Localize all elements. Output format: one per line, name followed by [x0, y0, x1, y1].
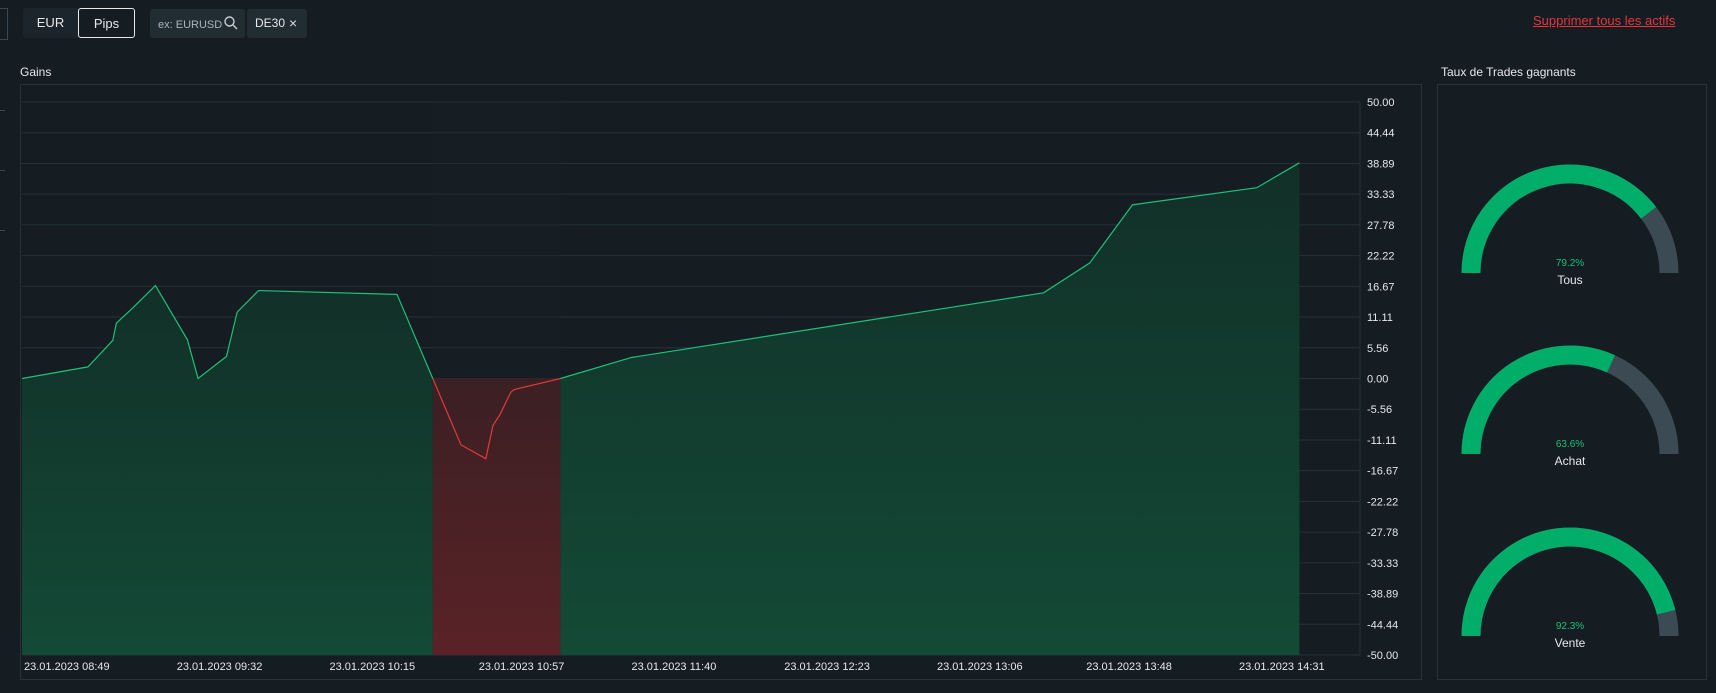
- y-tick-label: 16.67: [1367, 281, 1395, 293]
- gains-panel-title: Gains: [20, 65, 52, 79]
- winrate-panel: 79.2% Tous 63.6% Achat 92.3% Vente: [1437, 84, 1707, 680]
- left-edge-tab[interactable]: [0, 8, 8, 40]
- eur-button[interactable]: EUR: [36, 15, 65, 30]
- series-line-negative: [432, 377, 561, 460]
- winrate-panel-title: Taux de Trades gagnants: [1441, 65, 1576, 79]
- x-tick-label: 23.01.2023 08:49: [24, 661, 110, 673]
- gauge-fill: [1461, 164, 1657, 274]
- gauge-fill: [1461, 345, 1615, 455]
- gauge-achat: 63.6% Achat: [1460, 341, 1680, 481]
- gauge-achat-label: Achat: [1554, 454, 1586, 468]
- y-tick-label: 11.11: [1367, 312, 1393, 324]
- area-positive: [22, 285, 433, 655]
- asset-search: [150, 9, 245, 40]
- gauge-achat-value: 63.6%: [1555, 439, 1585, 450]
- x-tick-label: 23.01.2023 13:06: [937, 661, 1023, 673]
- unit-toggle: EUR Pips: [23, 8, 135, 38]
- y-tick-label: -33.33: [1367, 558, 1398, 570]
- y-tick-label: -50.00: [1367, 650, 1398, 662]
- y-tick-label: 38.89: [1367, 158, 1395, 170]
- asset-chip-label: DE30: [255, 16, 286, 30]
- y-tick-label: 33.33: [1367, 189, 1395, 201]
- gains-chart: 50.00 44.44 38.89 33.33 27.78 22.22 16.67 11.11…: [21, 97, 1398, 673]
- area-positive: [560, 162, 1300, 655]
- y-tick-label: -38.89: [1367, 589, 1398, 601]
- x-tick-label: 23.01.2023 10:57: [479, 661, 565, 673]
- gauge-fill: [1461, 527, 1676, 637]
- y-tick-label: -16.67: [1367, 466, 1398, 478]
- gauge-vente: 92.3% Vente: [1460, 523, 1680, 663]
- gauge-vente-value: 92.3%: [1555, 621, 1585, 632]
- search-icon[interactable]: [223, 15, 239, 31]
- y-tick-label: 22.22: [1367, 251, 1395, 263]
- gauge-tous-value: 79.2%: [1555, 258, 1585, 269]
- x-tick-label: 23.01.2023 14:31: [1239, 661, 1325, 673]
- y-tick-label: -5.56: [1367, 404, 1392, 416]
- series-line-positive: [21, 284, 434, 380]
- y-tick-label: 50.00: [1367, 97, 1395, 109]
- x-tick-label: 23.01.2023 12:23: [784, 661, 870, 673]
- close-icon[interactable]: ×: [289, 15, 298, 31]
- x-tick-label: 23.01.2023 09:32: [177, 661, 263, 673]
- gains-chart-frame: [20, 84, 1422, 680]
- y-tick-label: -27.78: [1367, 527, 1398, 539]
- asset-search-input[interactable]: [156, 9, 230, 40]
- y-tick-label: -11.11: [1367, 435, 1397, 447]
- asset-chip-de30: DE30 ×: [247, 9, 307, 38]
- gauge-tous: 79.2% Tous: [1460, 160, 1680, 300]
- x-tick-label: 23.01.2023 13:48: [1086, 661, 1172, 673]
- y-tick-label: 27.78: [1367, 220, 1395, 232]
- y-tick-label: 44.44: [1367, 128, 1395, 140]
- gauge-tous-label: Tous: [1557, 273, 1583, 287]
- pips-button[interactable]: Pips: [78, 8, 135, 38]
- y-tick-label: -22.22: [1367, 496, 1398, 508]
- gauge-vente-label: Vente: [1554, 636, 1586, 650]
- y-tick-label: -44.44: [1367, 619, 1398, 631]
- y-tick-label: 0.00: [1367, 374, 1388, 386]
- remove-all-assets-link[interactable]: Supprimer tous les actifs: [1533, 13, 1676, 28]
- y-tick-label: 5.56: [1367, 343, 1388, 355]
- x-tick-label: 23.01.2023 10:15: [330, 661, 416, 673]
- area-negative: [432, 378, 561, 655]
- x-tick-label: 23.01.2023 11:40: [632, 661, 717, 673]
- series-line-positive: [560, 162, 1300, 380]
